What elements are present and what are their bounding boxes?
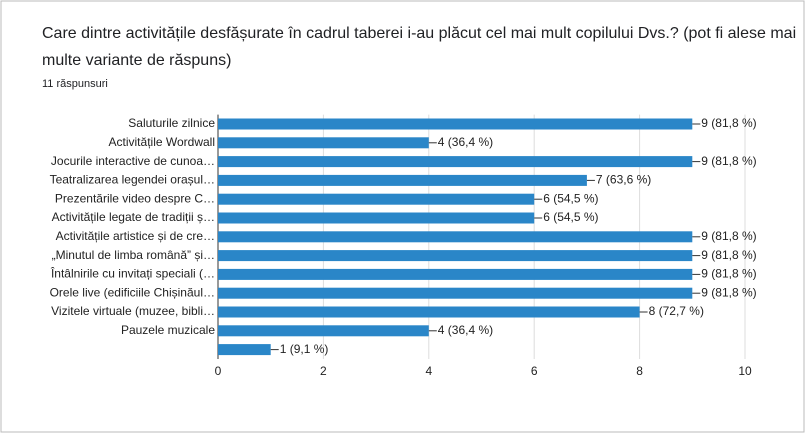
y-tick-label: Saluturile zilnice — [128, 116, 215, 130]
data-label: 6 (54,5 %) — [543, 191, 598, 205]
bar — [218, 287, 693, 299]
x-tick-label: 6 — [531, 364, 538, 378]
bar — [218, 231, 693, 243]
bar — [218, 344, 271, 356]
x-tick-label: 2 — [320, 364, 327, 378]
data-label: 9 (81,8 %) — [701, 285, 756, 299]
data-label: 1 (9,1 %) — [280, 342, 329, 356]
x-tick-label: 0 — [215, 364, 222, 378]
bar — [218, 193, 535, 205]
bar — [218, 325, 429, 337]
chart-subtitle: 11 răspunsuri — [42, 78, 108, 90]
y-tick-label: Activitățile legate de tradiții ș… — [52, 210, 215, 224]
data-label: 4 (36,4 %) — [438, 135, 493, 149]
bar — [218, 118, 693, 130]
y-tick-label: „Minutul de limba română” și… — [52, 248, 215, 262]
chart-title: Care dintre activitățile desfășurate în … — [42, 25, 797, 69]
y-tick-label: Orele live (edificiile Chișinăul… — [50, 285, 215, 299]
data-label: 6 (54,5 %) — [543, 210, 598, 224]
bar — [218, 268, 693, 280]
data-label: 8 (72,7 %) — [649, 304, 704, 318]
data-label: 9 (81,8 %) — [701, 248, 756, 262]
data-label: 7 (63,6 %) — [596, 173, 651, 187]
y-tick-label: Vizitele virtuale (muzee, bibli… — [51, 304, 215, 318]
bar — [218, 174, 587, 186]
x-tick-label: 4 — [425, 364, 432, 378]
y-tick-label: Pauzele muzicale — [121, 323, 215, 337]
y-tick-label: Activitățile Wordwall — [109, 135, 215, 149]
data-label: 9 (81,8 %) — [701, 116, 756, 130]
x-tick-label: 8 — [636, 364, 643, 378]
bar — [218, 137, 429, 149]
data-label: 9 (81,8 %) — [701, 229, 756, 243]
data-label: 9 (81,8 %) — [701, 154, 756, 168]
y-tick-label: Prezentările video despre C… — [55, 191, 215, 205]
y-tick-label: Activitățile artistice și de cre… — [56, 229, 215, 243]
x-tick-label: 10 — [738, 364, 752, 378]
y-tick-label: Întâlnirile cu invitați speciali (… — [50, 266, 215, 281]
bar — [218, 212, 535, 224]
bar — [218, 250, 693, 262]
y-tick-label: Teatralizarea legendei orașul… — [50, 173, 215, 187]
bar — [218, 306, 640, 318]
y-tick-label: Jocurile interactive de cunoa… — [51, 154, 215, 168]
bar — [218, 156, 693, 168]
data-label: 4 (36,4 %) — [438, 323, 493, 337]
data-label: 9 (81,8 %) — [701, 267, 756, 281]
